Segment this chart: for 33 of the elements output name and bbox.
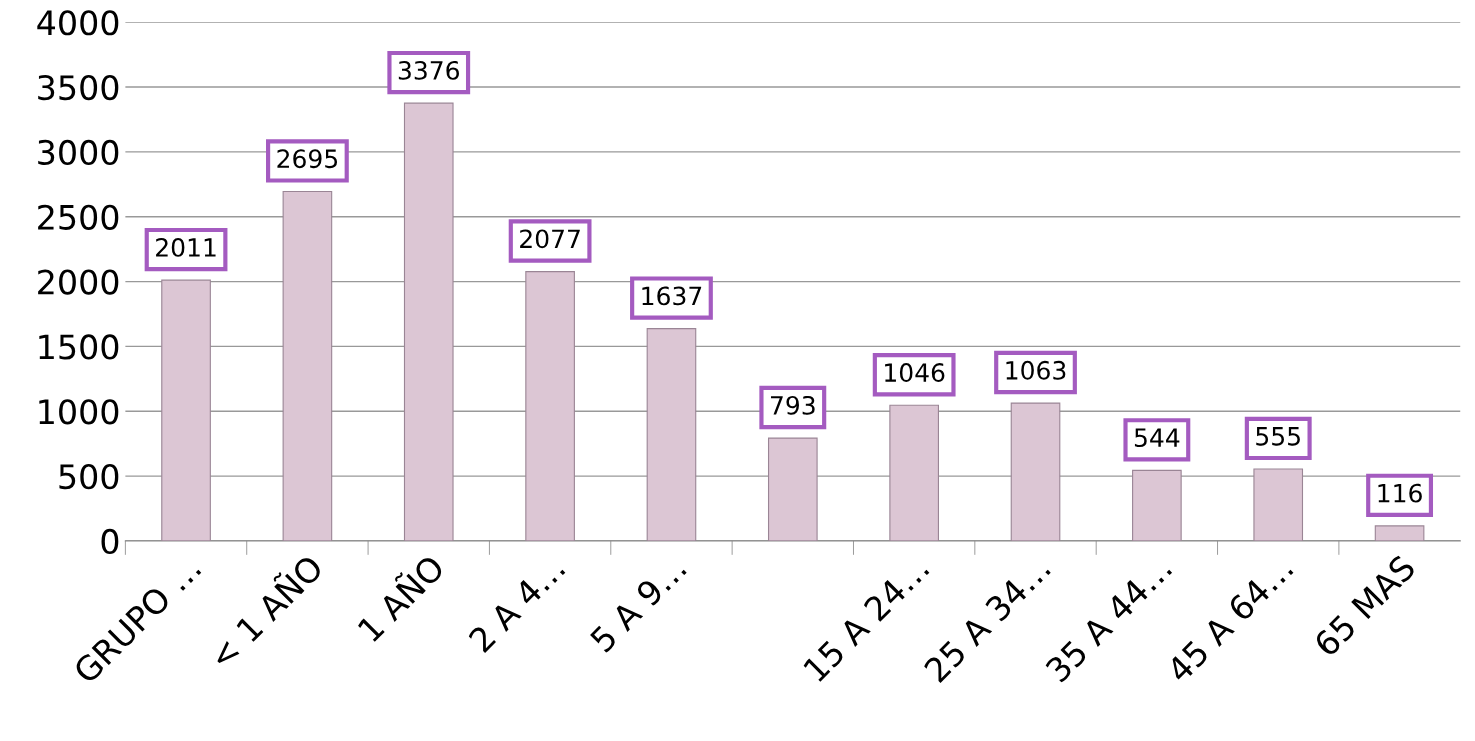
data-label: 555: [1256, 427, 1300, 446]
y-tick-label: 4000: [37, 10, 119, 36]
bar: [161, 279, 211, 541]
y-tick-label: 2000: [38, 269, 119, 295]
data-label: 1063: [1006, 360, 1066, 380]
y-tick-label: 3500: [38, 74, 119, 101]
bar: [889, 404, 939, 541]
y-tick-label: 1500: [39, 334, 119, 360]
data-label: 1046: [885, 363, 945, 382]
bar: [1253, 468, 1304, 541]
data-label: 793: [771, 395, 815, 415]
bar: [646, 328, 697, 541]
bar: [767, 437, 818, 541]
data-label: 2695: [277, 149, 338, 169]
y-tick-label: 500: [59, 464, 119, 490]
bar: [282, 190, 333, 541]
bar: [1374, 525, 1425, 541]
bar: [525, 271, 575, 541]
y-tick-label: 1000: [39, 399, 119, 425]
y-tick-label: 0: [101, 528, 119, 555]
data-label: 544: [1134, 428, 1180, 448]
data-label: 2077: [520, 229, 580, 249]
data-label: 2011: [156, 237, 216, 257]
data-label: 1637: [642, 286, 702, 306]
bar: [1132, 469, 1182, 541]
data-label: 116: [1378, 483, 1422, 503]
bar: [403, 102, 454, 541]
y-tick-label: 2500: [38, 204, 119, 230]
data-label: 3376: [398, 60, 459, 80]
x-tick-label: 5 A 9…: [589, 555, 687, 654]
bar: [1010, 402, 1061, 541]
x-tick-label: 2 A 4…: [467, 555, 566, 653]
y-tick-label: 3000: [38, 139, 119, 166]
